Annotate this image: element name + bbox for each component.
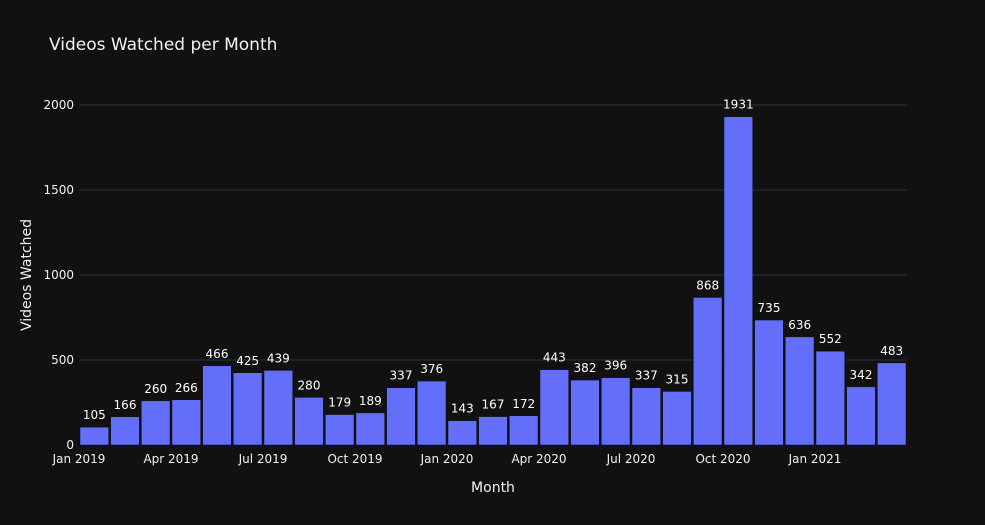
bar-value-label: 167 — [482, 398, 505, 412]
bar-value-label: 376 — [420, 362, 443, 376]
bar-value-label: 260 — [144, 382, 167, 396]
bar-value-label: 342 — [850, 368, 873, 382]
bar-2019-01 — [79, 426, 109, 446]
x-tick-label: Jul 2020 — [606, 452, 656, 466]
bar-value-label: 868 — [696, 278, 719, 292]
bar-value-label: 1931 — [723, 98, 754, 112]
chart-title: Videos Watched per Month — [49, 35, 277, 55]
bar-2020-05 — [570, 379, 600, 446]
y-tick-label: 2000 — [43, 98, 74, 112]
y-axis-ticks: 0 500 1000 1500 2000 — [43, 98, 74, 452]
bar-value-label: 143 — [451, 402, 474, 416]
bars — [79, 116, 907, 446]
bar-2020-11 — [754, 319, 784, 446]
bar-value-label: 396 — [604, 359, 627, 373]
y-tick-label: 500 — [51, 353, 74, 367]
x-axis-title: Month — [471, 480, 515, 496]
bar-2019-03 — [141, 400, 171, 446]
bar-2020-01 — [447, 420, 477, 446]
bar-2020-12 — [785, 336, 815, 446]
x-tick-label: Apr 2019 — [143, 452, 198, 466]
bar-2021-01 — [815, 350, 845, 446]
y-axis-title: Videos Watched — [19, 219, 35, 331]
y-tick-label: 0 — [66, 438, 74, 452]
bar-2019-08 — [294, 397, 324, 446]
bar-2019-09 — [325, 414, 355, 446]
bar-value-label: 179 — [328, 396, 351, 410]
bar-2019-04 — [171, 399, 201, 446]
bar-2020-04 — [539, 369, 569, 446]
bar-value-label: 172 — [512, 397, 535, 411]
bar-2019-11 — [386, 387, 416, 446]
bar-2021-03 — [877, 362, 907, 446]
bar-value-label: 315 — [666, 372, 689, 386]
bar-value-label: 443 — [543, 351, 566, 365]
bar-value-label: 189 — [359, 394, 382, 408]
bar-2020-02 — [478, 416, 508, 446]
x-tick-label: Oct 2019 — [327, 452, 382, 466]
bar-2021-02 — [846, 386, 876, 446]
bar-value-label: 280 — [298, 378, 321, 392]
bar-value-label: 466 — [206, 347, 229, 361]
bar-value-label: 425 — [236, 354, 259, 368]
x-axis-ticks: Jan 2019 Apr 2019 Jul 2019 Oct 2019 Jan 2020… — [52, 452, 842, 466]
bar-value-label: 636 — [788, 318, 811, 332]
bar-2019-07 — [263, 370, 293, 446]
bar-2019-10 — [355, 412, 385, 446]
x-tick-label: Jul 2019 — [238, 452, 288, 466]
bar-2020-10 — [723, 116, 753, 446]
bar-2020-03 — [509, 415, 539, 446]
bar-value-label: 483 — [880, 344, 903, 358]
y-tick-label: 1000 — [43, 268, 74, 282]
data-labels: 105 166 260 266 466 425 439 280 179 189 337 376 143 1… — [83, 98, 903, 422]
bar-2019-12 — [417, 380, 447, 446]
x-tick-label: Apr 2020 — [511, 452, 566, 466]
bar-value-label: 337 — [635, 369, 658, 383]
x-tick-label: Jan 2019 — [52, 452, 106, 466]
bar-value-label: 266 — [175, 381, 198, 395]
bar-2020-09 — [693, 297, 723, 446]
bar-2020-07 — [631, 387, 661, 446]
bar-value-label: 735 — [758, 301, 781, 315]
bar-value-label: 337 — [390, 369, 413, 383]
bar-2019-06 — [233, 372, 263, 446]
x-tick-label: Oct 2020 — [695, 452, 750, 466]
bar-2020-06 — [601, 377, 631, 446]
bar-value-label: 439 — [267, 351, 290, 365]
bar-value-label: 382 — [574, 361, 597, 375]
x-tick-label: Jan 2021 — [788, 452, 842, 466]
y-tick-label: 1500 — [43, 183, 74, 197]
bar-value-label: 105 — [83, 408, 106, 422]
bar-2019-02 — [110, 416, 140, 446]
bar-2020-08 — [662, 391, 692, 446]
x-tick-label: Jan 2020 — [420, 452, 474, 466]
bar-value-label: 552 — [819, 332, 842, 346]
bar-2019-05 — [202, 365, 232, 446]
bar-value-label: 166 — [114, 398, 137, 412]
